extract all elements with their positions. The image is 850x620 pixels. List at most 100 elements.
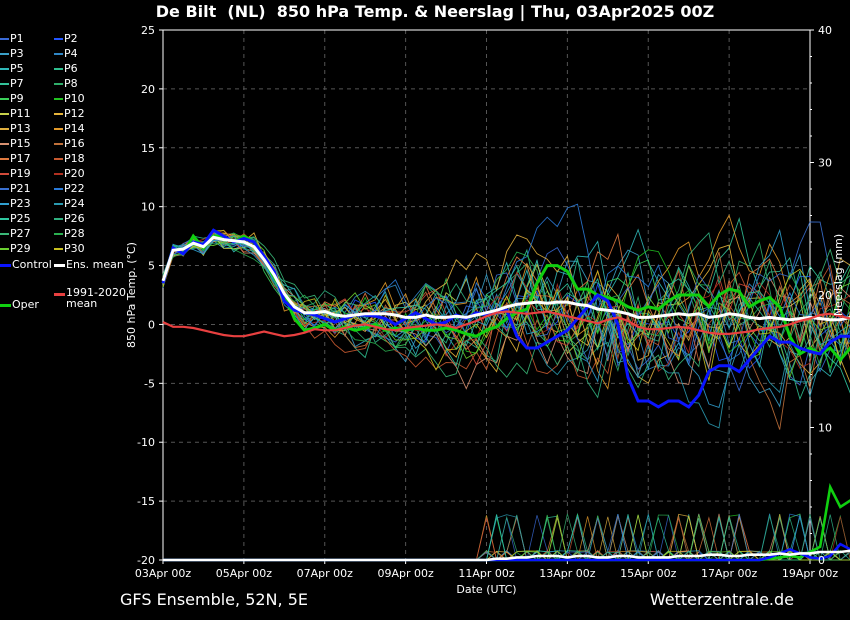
legend-item-p5: P5 xyxy=(0,62,24,76)
legend-swatch xyxy=(0,143,9,145)
legend-label: P28 xyxy=(64,227,85,240)
y-tick-label: 10 xyxy=(141,201,155,214)
series-line-clim xyxy=(162,310,850,338)
legend-label: P30 xyxy=(64,242,85,255)
legend-swatch xyxy=(0,53,9,55)
legend-label: P14 xyxy=(64,122,85,135)
member-line-p29 xyxy=(162,235,850,379)
legend-item-p9: P9 xyxy=(0,92,24,106)
legend-item-p15: P15 xyxy=(0,137,31,151)
legend-item-p29: P29 xyxy=(0,242,31,256)
legend-swatch xyxy=(0,38,9,40)
legend-swatch xyxy=(54,68,63,70)
y2-tick-label: 0 xyxy=(818,554,825,567)
legend-label: P9 xyxy=(10,92,24,105)
legend-item-p7: P7 xyxy=(0,77,24,91)
member-line-p24 xyxy=(162,230,850,429)
legend-label: P2 xyxy=(64,32,78,45)
legend-swatch xyxy=(54,143,63,145)
legend-label: P16 xyxy=(64,137,85,150)
legend-swatch xyxy=(0,113,9,115)
legend-item-p3: P3 xyxy=(0,47,24,61)
y2-tick-label: 20 xyxy=(818,289,832,302)
y-tick-label: -15 xyxy=(137,495,155,508)
legend-swatch xyxy=(54,98,63,100)
legend-swatch xyxy=(0,98,9,100)
legend-item-p22: P22 xyxy=(54,182,85,196)
y2-tick-label: 40 xyxy=(818,24,832,37)
legend-label: P3 xyxy=(10,47,24,60)
legend-label: P26 xyxy=(64,212,85,225)
series-line-mean xyxy=(161,235,850,322)
legend-item-p21: P21 xyxy=(0,182,31,196)
legend-item-p27: P27 xyxy=(0,227,31,241)
legend-item-p4: P4 xyxy=(54,47,78,61)
legend-swatch xyxy=(0,158,9,160)
legend-label: P19 xyxy=(10,167,31,180)
x-tick-label: 05Apr 00z xyxy=(216,567,273,580)
main-series-lines xyxy=(161,228,850,562)
member-line-p3 xyxy=(162,240,850,408)
legend-item-p24: P24 xyxy=(54,197,85,211)
legend-item-p12: P12 xyxy=(54,107,85,121)
legend-label: P12 xyxy=(64,107,85,120)
legend-item-oper: Oper xyxy=(0,298,39,312)
legend-label: P27 xyxy=(10,227,31,240)
legend-item-p23: P23 xyxy=(0,197,31,211)
precip-line-ens-mean xyxy=(163,549,850,562)
legend-label: P20 xyxy=(64,167,85,180)
legend-label: P6 xyxy=(64,62,78,75)
legend-swatch xyxy=(54,248,63,250)
legend-item-p25: P25 xyxy=(0,212,31,226)
legend-item-p16: P16 xyxy=(54,137,85,151)
legend-swatch xyxy=(0,248,9,250)
legend-label: P7 xyxy=(10,77,24,90)
axis-labels: 25 20 15 10 5 0 -5 -10 -15 -20 40 30 20 10 0 03Apr 00z 0… xyxy=(125,24,845,596)
y-tick-label: 25 xyxy=(141,24,155,37)
legend-item-p30: P30 xyxy=(54,242,85,256)
x-tick-label: 07Apr 00z xyxy=(297,567,354,580)
x-tick-label: 11Apr 00z xyxy=(458,567,515,580)
y-tick-label: 0 xyxy=(148,318,155,331)
legend-swatch xyxy=(54,128,63,130)
legend-label: Ens. mean xyxy=(66,258,124,271)
legend-item-p2: P2 xyxy=(54,32,78,46)
legend-label: P13 xyxy=(10,122,31,135)
member-line-p28 xyxy=(162,235,850,368)
legend-swatch xyxy=(0,233,9,235)
legend-swatch xyxy=(54,53,63,55)
y-tick-label: 20 xyxy=(141,83,155,96)
legend-swatch xyxy=(0,203,9,205)
y2-tick-label: 30 xyxy=(818,157,832,170)
x-tick-label: 19Apr 00z xyxy=(782,567,839,580)
legend-swatch xyxy=(54,218,63,220)
legend-label: P11 xyxy=(10,107,31,120)
legend-item-p26: P26 xyxy=(54,212,85,226)
legend-label: P23 xyxy=(10,197,31,210)
legend-label: P10 xyxy=(64,92,85,105)
legend-swatch xyxy=(0,263,11,267)
legend-label: P4 xyxy=(64,47,78,60)
legend-swatch xyxy=(0,68,9,70)
y2-tick-label: 10 xyxy=(818,422,832,435)
site-label: Wetterzentrale.de xyxy=(649,590,794,609)
legend-item-p10: P10 xyxy=(54,92,85,106)
member-line-p27 xyxy=(162,234,850,389)
y-tick-label: 5 xyxy=(148,260,155,273)
legend-label: P25 xyxy=(10,212,31,225)
legend-item-p20: P20 xyxy=(54,167,85,181)
y-tick-label: -20 xyxy=(137,554,155,567)
legend-label: P15 xyxy=(10,137,31,150)
ensemble-member-lines xyxy=(162,203,850,430)
legend-item-ens-mean: Ens. mean xyxy=(54,258,124,272)
legend-item-p17: P17 xyxy=(0,152,31,166)
legend-item-p19: P19 xyxy=(0,167,31,181)
legend-item-p28: P28 xyxy=(54,227,85,241)
legend-item-p8: P8 xyxy=(54,77,78,91)
series-line-oper xyxy=(161,233,850,363)
legend-item-p18: P18 xyxy=(54,152,85,166)
legend-swatch xyxy=(54,83,63,85)
legend-swatch xyxy=(54,233,63,235)
x-tick-label: 03Apr 00z xyxy=(135,567,192,580)
